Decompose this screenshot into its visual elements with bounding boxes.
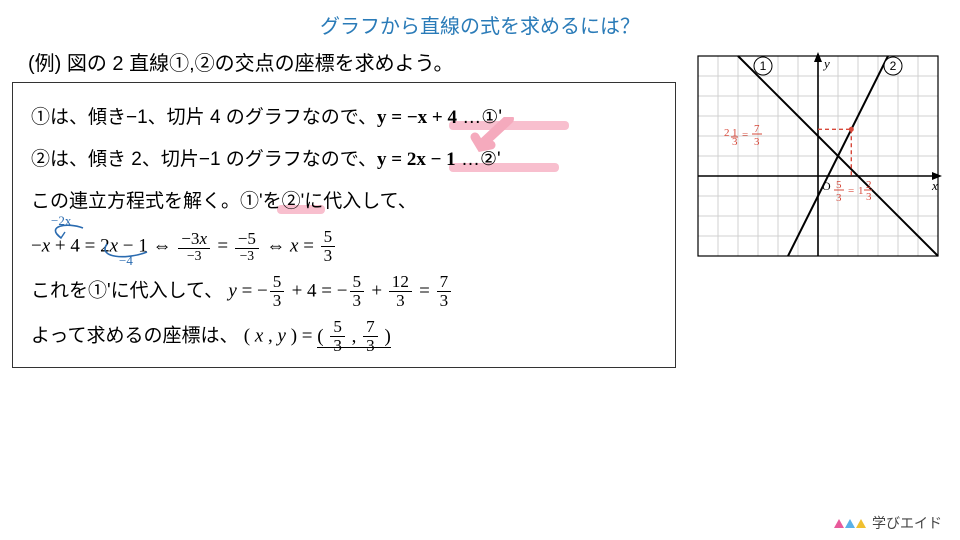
origin-label: O — [822, 179, 831, 193]
eq2: y = 2x − 1 — [377, 149, 456, 170]
solution-box: ①は、傾き−1、切片 4 のグラフなので、y = −x + 4 …①' ②は、傾… — [12, 82, 676, 368]
svg-text:3: 3 — [866, 191, 872, 203]
svg-text:3: 3 — [836, 192, 842, 204]
line-4: −2x −4 −x + 4 = 2x − 1 ⇔ −3x−3 = −5−3 ⇔ … — [31, 228, 657, 265]
hand-note-bot: −4 — [119, 252, 133, 270]
footer-text: 学びエイド — [872, 516, 942, 530]
graph-panel: y x O 1 2 2 1 3 = 7 3 5 3 = 1 2 3 — [688, 46, 948, 276]
svg-text:1: 1 — [858, 185, 864, 197]
svg-text:5: 5 — [836, 179, 842, 191]
svg-text:=: = — [848, 185, 854, 197]
line-3: この連立方程式を解く。①'を②'に代入して、 — [31, 181, 657, 223]
eq1: y = −x + 4 — [377, 107, 457, 128]
page-title: グラフから直線の式を求めるには？ — [0, 0, 960, 39]
line-5: これを①'に代入して、 y = −53 + 4 = −53 + 123 = 73 — [31, 273, 657, 310]
circle-2-label: 2 — [884, 57, 902, 75]
svg-text:2: 2 — [866, 179, 872, 191]
line-1: ①は、傾き−1、切片 4 のグラフなので、y = −x + 4 …①' — [31, 97, 657, 139]
svg-text:2: 2 — [890, 59, 897, 73]
y-axis-label: y — [822, 56, 830, 71]
svg-text:3: 3 — [754, 136, 760, 148]
logo-icon — [834, 519, 866, 528]
svg-text:7: 7 — [754, 123, 760, 135]
line-6: よって求めるの座標は、 ( x , y ) = ( 53 , 73 ) — [31, 318, 657, 355]
svg-text:1: 1 — [760, 59, 767, 73]
svg-text:=: = — [742, 129, 748, 141]
svg-text:3: 3 — [732, 136, 738, 148]
graph-red-note-a: 2 — [724, 127, 730, 139]
x-axis-label: x — [931, 178, 938, 193]
circle-1-label: 1 — [754, 57, 772, 75]
content-row: ①は、傾き−1、切片 4 のグラフなので、y = −x + 4 …①' ②は、傾… — [0, 82, 960, 368]
line-2: ②は、傾き 2、切片−1 のグラフなので、y = 2x − 1 …②' — [31, 139, 657, 181]
footer: 学びエイド — [834, 516, 942, 530]
